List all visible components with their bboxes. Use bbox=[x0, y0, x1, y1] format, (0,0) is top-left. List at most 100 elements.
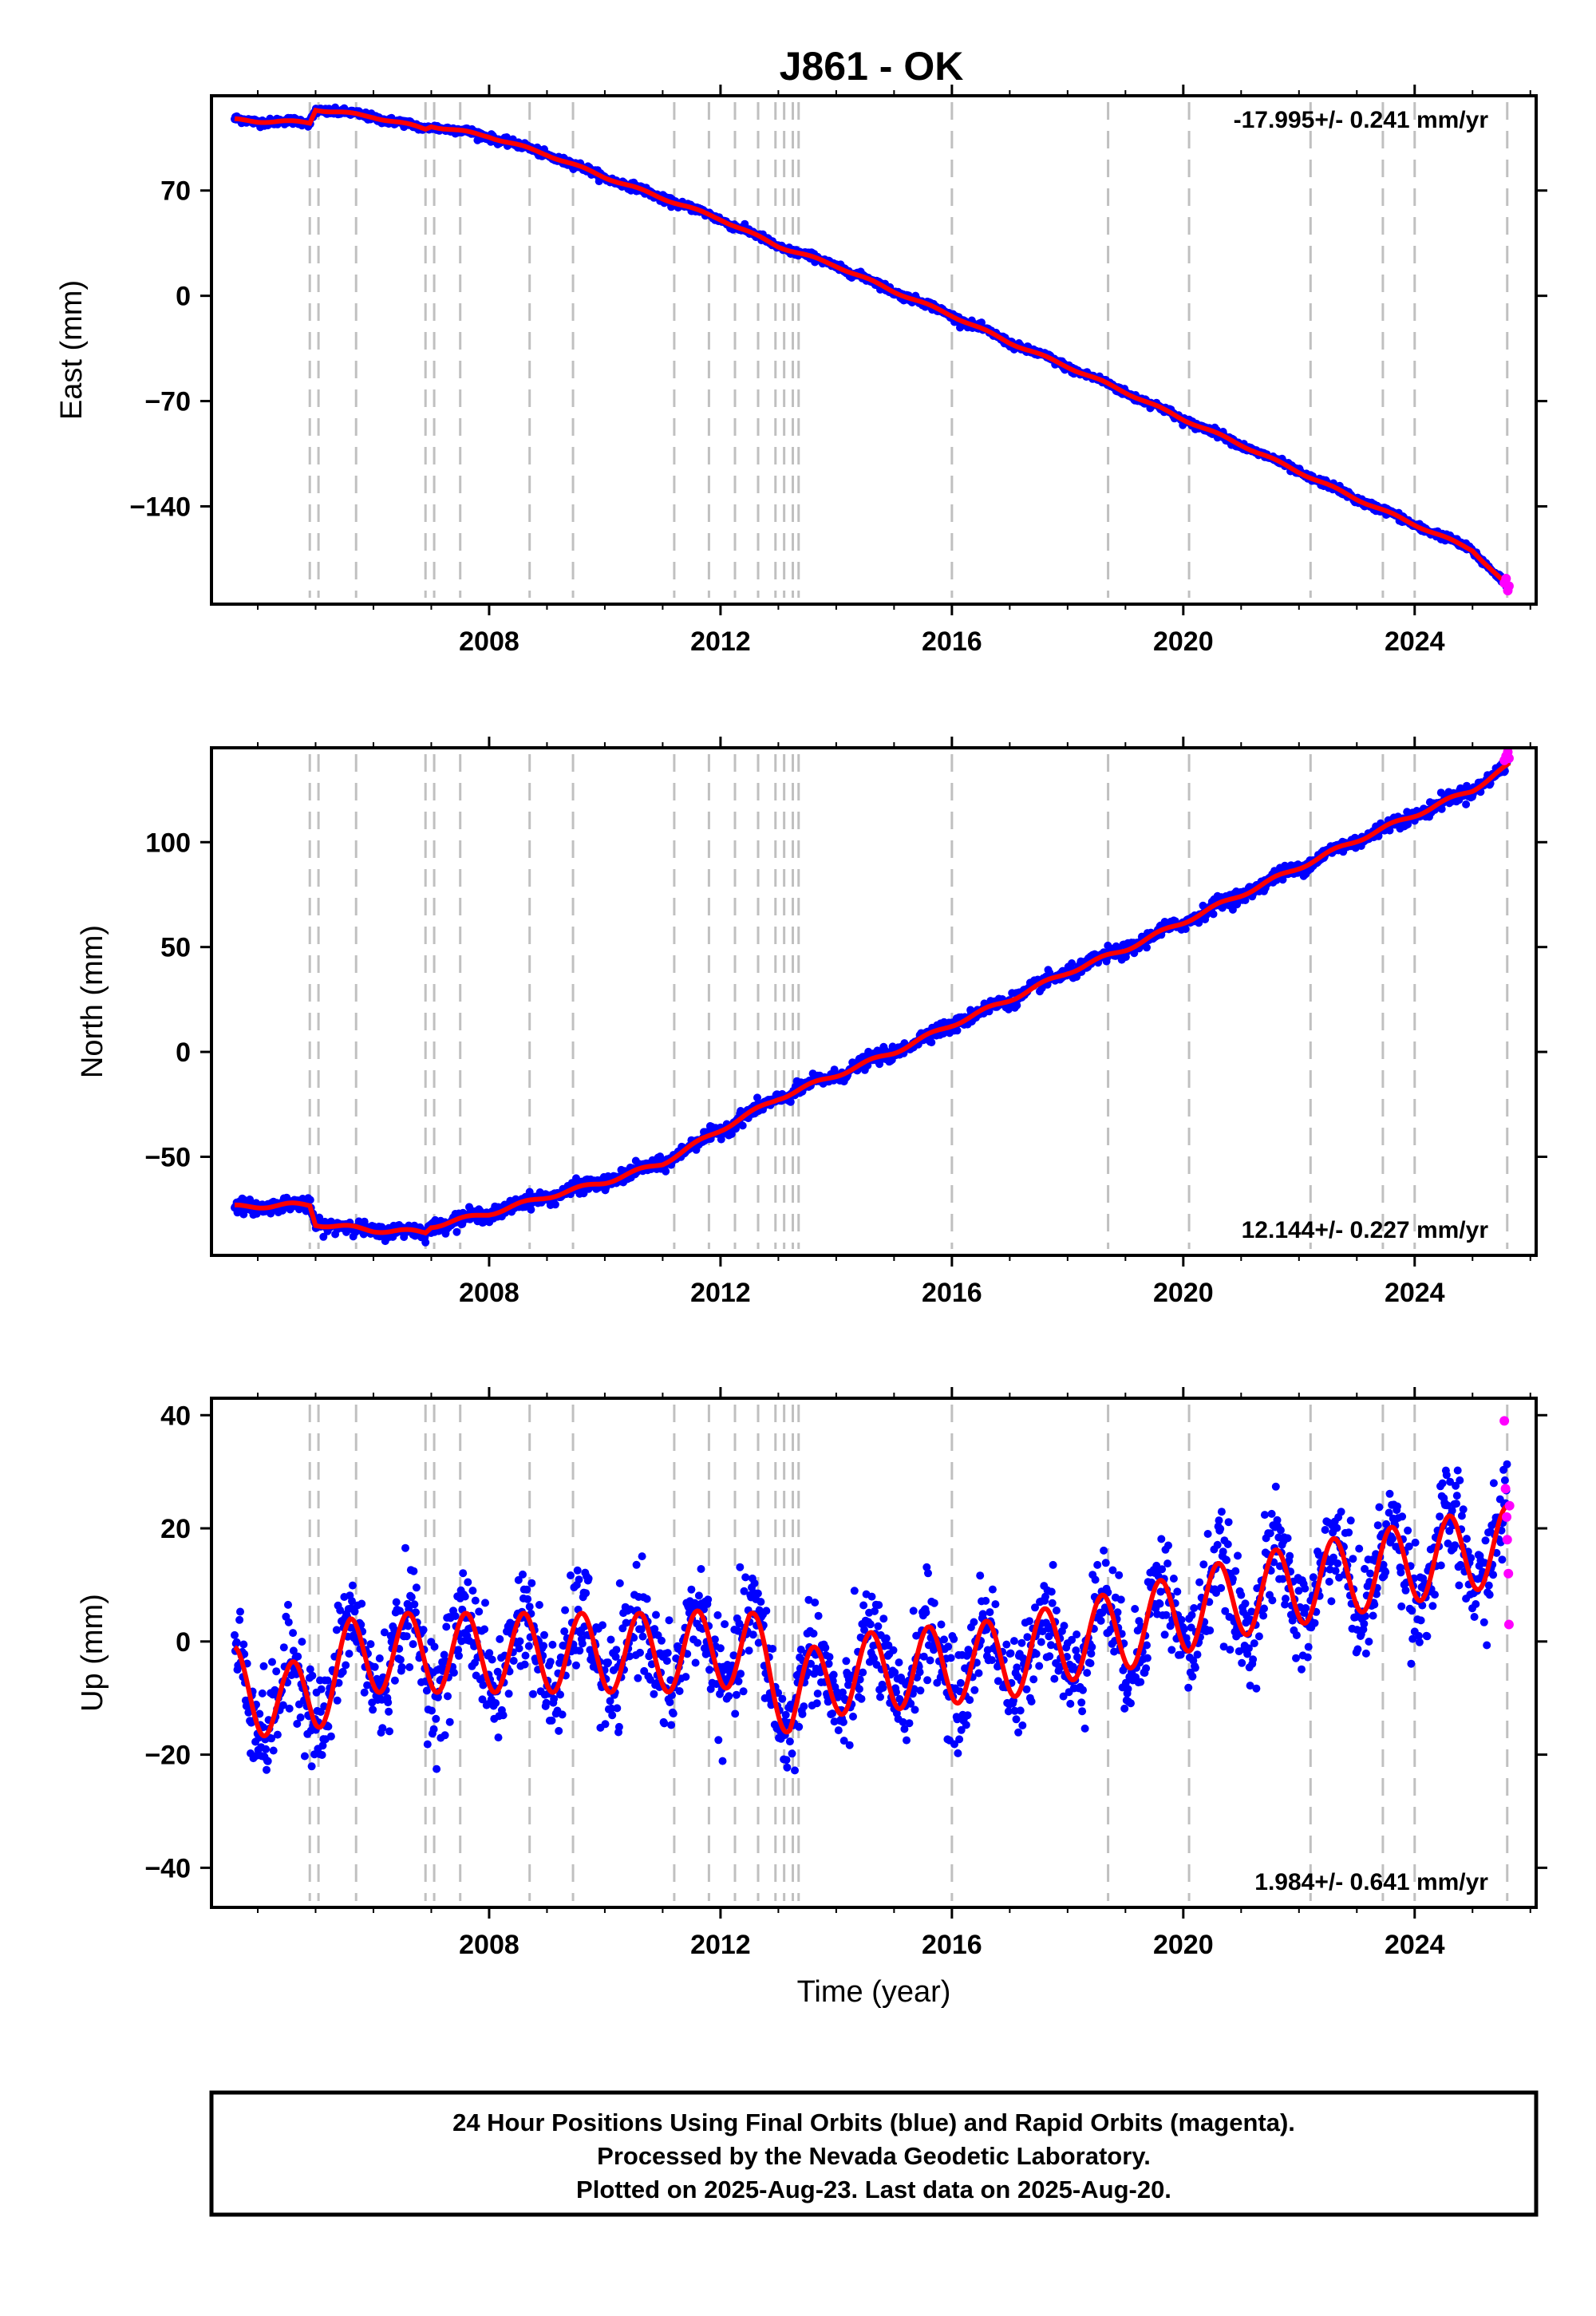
up-data-point bbox=[573, 1566, 582, 1575]
up-data-point bbox=[423, 1740, 432, 1749]
up-data-point bbox=[409, 1640, 417, 1649]
up-data-point bbox=[905, 1719, 914, 1728]
up-data-point bbox=[937, 1620, 946, 1629]
north-rapid-points bbox=[1499, 747, 1514, 765]
up-data-point bbox=[268, 1658, 276, 1666]
east-rapid-point bbox=[1501, 573, 1511, 583]
north-data-point bbox=[421, 1238, 430, 1247]
up-data-point bbox=[963, 1711, 972, 1720]
up-data-point bbox=[300, 1752, 309, 1761]
up-data-point bbox=[783, 1763, 792, 1772]
up-data-point bbox=[988, 1656, 996, 1665]
up-data-point bbox=[734, 1677, 743, 1686]
north-data-point bbox=[1143, 943, 1151, 952]
north-event-lines bbox=[308, 754, 1509, 1249]
up-data-point bbox=[235, 1615, 244, 1624]
up-data-point bbox=[263, 1757, 272, 1765]
up-data-point bbox=[665, 1616, 674, 1625]
up-data-point bbox=[606, 1635, 615, 1644]
up-data-point bbox=[360, 1688, 369, 1697]
up-data-point bbox=[296, 1713, 305, 1721]
up-data-point bbox=[924, 1569, 932, 1578]
up-data-point bbox=[946, 1654, 955, 1662]
up-data-point bbox=[825, 1653, 834, 1662]
up-data-point bbox=[535, 1601, 543, 1609]
up-data-point bbox=[956, 1678, 965, 1687]
up-data-point bbox=[859, 1668, 867, 1677]
up-data-point bbox=[615, 1579, 624, 1587]
up-data-point bbox=[575, 1646, 584, 1655]
up-data-point bbox=[348, 1581, 357, 1590]
up-data-point bbox=[496, 1634, 504, 1643]
up-data-point bbox=[289, 1629, 298, 1638]
up-data-point bbox=[460, 1592, 469, 1601]
up-data-point bbox=[494, 1733, 503, 1742]
north-xtick-label: 2024 bbox=[1385, 1278, 1445, 1308]
up-data-point bbox=[279, 1643, 288, 1652]
up-data-point bbox=[829, 1670, 838, 1679]
north-data-point bbox=[662, 1167, 670, 1176]
up-data-point bbox=[409, 1567, 418, 1575]
up-data-point bbox=[857, 1694, 866, 1703]
up-data-point bbox=[821, 1643, 830, 1652]
up-data-point bbox=[404, 1622, 413, 1630]
up-data-point bbox=[601, 1720, 610, 1729]
up-data-point bbox=[812, 1699, 821, 1708]
chart-title: J861 - OK bbox=[780, 44, 964, 89]
up-data-point bbox=[401, 1543, 409, 1552]
up-data-point bbox=[718, 1757, 727, 1765]
up-data-point bbox=[681, 1673, 690, 1682]
up-data-point bbox=[504, 1690, 513, 1698]
east-event-lines bbox=[308, 102, 1509, 598]
up-data-point bbox=[307, 1762, 316, 1771]
up-data-point bbox=[269, 1746, 278, 1755]
up-data-point bbox=[658, 1636, 666, 1645]
up-data-point bbox=[666, 1698, 674, 1706]
up-data-point bbox=[970, 1686, 979, 1694]
up-data-point bbox=[358, 1599, 366, 1608]
up-data-point bbox=[499, 1711, 508, 1720]
up-data-point bbox=[714, 1736, 723, 1745]
up-data-point bbox=[768, 1645, 777, 1653]
up-data-point bbox=[451, 1612, 460, 1620]
up-data-point bbox=[788, 1749, 796, 1758]
up-data-point bbox=[926, 1656, 934, 1665]
up-data-point bbox=[236, 1607, 244, 1616]
up-data-point bbox=[785, 1737, 794, 1746]
up-data-point bbox=[745, 1646, 753, 1655]
up-data-point bbox=[433, 1765, 441, 1773]
up-data-point bbox=[675, 1687, 684, 1695]
up-data-point bbox=[455, 1651, 463, 1660]
up-data-point bbox=[687, 1585, 696, 1594]
up-data-point bbox=[298, 1638, 306, 1646]
north-data-point bbox=[1209, 910, 1218, 919]
up-data-point bbox=[813, 1690, 822, 1698]
up-data-point bbox=[317, 1685, 326, 1694]
up-data-point bbox=[378, 1724, 387, 1733]
up-data-point bbox=[561, 1606, 570, 1614]
up-data-point bbox=[693, 1638, 702, 1647]
up-data-point bbox=[523, 1585, 531, 1594]
up-data-point bbox=[791, 1766, 799, 1775]
up-data-point bbox=[442, 1622, 451, 1631]
north-rate-label: 12.144+/- 0.227 mm/yr bbox=[1242, 1217, 1489, 1243]
up-data-point bbox=[982, 1596, 990, 1605]
up-data-point bbox=[525, 1603, 534, 1611]
up-data-point bbox=[575, 1575, 583, 1584]
up-data-point bbox=[950, 1634, 958, 1643]
up-data-point bbox=[285, 1704, 294, 1713]
up-data-point bbox=[263, 1765, 271, 1774]
up-data-point bbox=[855, 1685, 863, 1694]
up-data-point bbox=[713, 1611, 722, 1619]
up-data-point bbox=[370, 1662, 379, 1671]
east-points bbox=[231, 103, 1511, 591]
up-data-point bbox=[555, 1726, 563, 1735]
up-data-point bbox=[663, 1649, 672, 1658]
north-data-point bbox=[306, 1196, 314, 1204]
up-data-point bbox=[410, 1600, 419, 1609]
up-data-point bbox=[547, 1716, 556, 1725]
up-data-point bbox=[521, 1651, 530, 1660]
up-data-point bbox=[284, 1618, 293, 1626]
